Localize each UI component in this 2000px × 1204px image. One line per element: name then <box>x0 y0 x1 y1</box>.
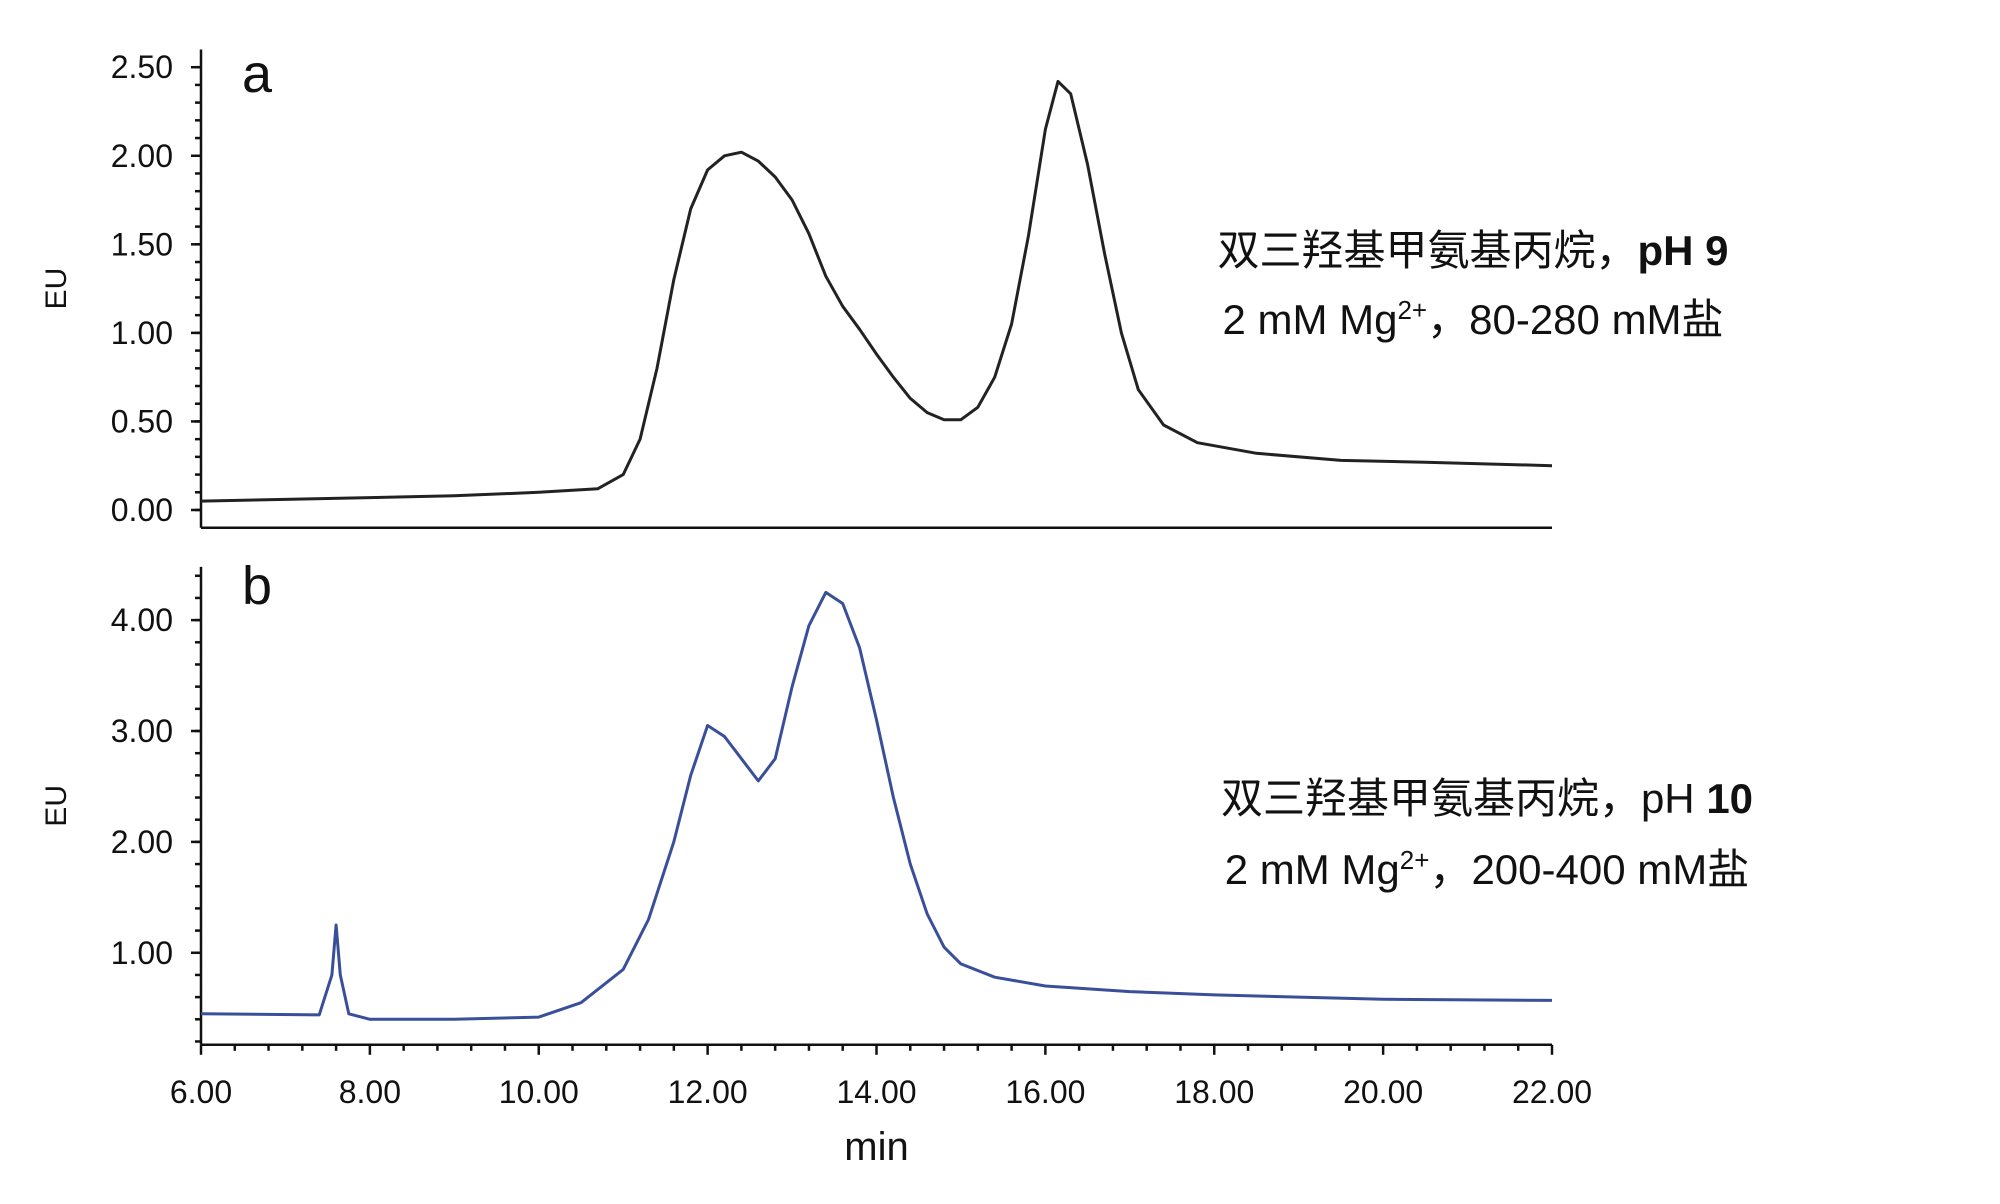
x-tick-label: 10.00 <box>499 1074 579 1110</box>
x-tick-label: 18.00 <box>1174 1074 1254 1110</box>
annotation-run: 2 mM Mg <box>1222 296 1397 343</box>
chromatogram-line <box>200 79 1553 503</box>
y-tick-label: 0.50 <box>111 403 173 439</box>
annotation-run: 双三羟基甲氨基丙烷，pH <box>1221 775 1706 822</box>
annotation-run: 双三羟基甲氨基丙烷， <box>1217 227 1637 274</box>
y-tick-label: 0.00 <box>111 492 173 528</box>
panel-label: b <box>242 556 272 616</box>
y-tick-label: 1.50 <box>111 226 173 262</box>
annotation-run: 10 <box>1706 775 1753 822</box>
x-tick-label: 22.00 <box>1512 1074 1592 1110</box>
x-tick-label: 16.00 <box>1005 1074 1085 1110</box>
annotation-run: 2+ <box>1397 295 1427 325</box>
annotation-run: 2 mM Mg <box>1225 846 1400 893</box>
x-tick-label: 14.00 <box>836 1074 916 1110</box>
panel-label: a <box>242 44 273 104</box>
annotation-run: pH 9 <box>1638 227 1729 274</box>
annotation-run: 2+ <box>1400 845 1430 875</box>
x-tick-label: 12.00 <box>668 1074 748 1110</box>
y-tick-label: 2.00 <box>111 138 173 174</box>
y-tick-label: 2.00 <box>111 824 173 860</box>
x-axis-label: min <box>844 1125 908 1169</box>
annotation-run: ，80-280 mM盐 <box>1427 296 1723 343</box>
annotation: 双三羟基甲氨基丙烷，pH 10 <box>1221 775 1753 822</box>
y-tick-label: 1.00 <box>111 935 173 971</box>
y-axis-label: EU <box>40 785 73 827</box>
annotation: 2 mM Mg2+，200-400 mM盐 <box>1225 845 1749 893</box>
annotation: 2 mM Mg2+，80-280 mM盐 <box>1222 295 1723 343</box>
y-tick-label: 2.50 <box>111 49 173 85</box>
y-tick-label: 1.00 <box>111 315 173 351</box>
annotation: 双三羟基甲氨基丙烷，pH 9 <box>1217 227 1728 274</box>
x-tick-label: 6.00 <box>170 1074 232 1110</box>
x-tick-label: 20.00 <box>1343 1074 1423 1110</box>
y-tick-label: 3.00 <box>111 713 173 749</box>
y-axis-label: EU <box>40 268 73 310</box>
chromatogram-line <box>200 590 1553 1021</box>
y-tick-label: 4.00 <box>111 602 173 638</box>
x-tick-label: 8.00 <box>339 1074 401 1110</box>
annotation-run: ，200-400 mM盐 <box>1429 846 1749 893</box>
